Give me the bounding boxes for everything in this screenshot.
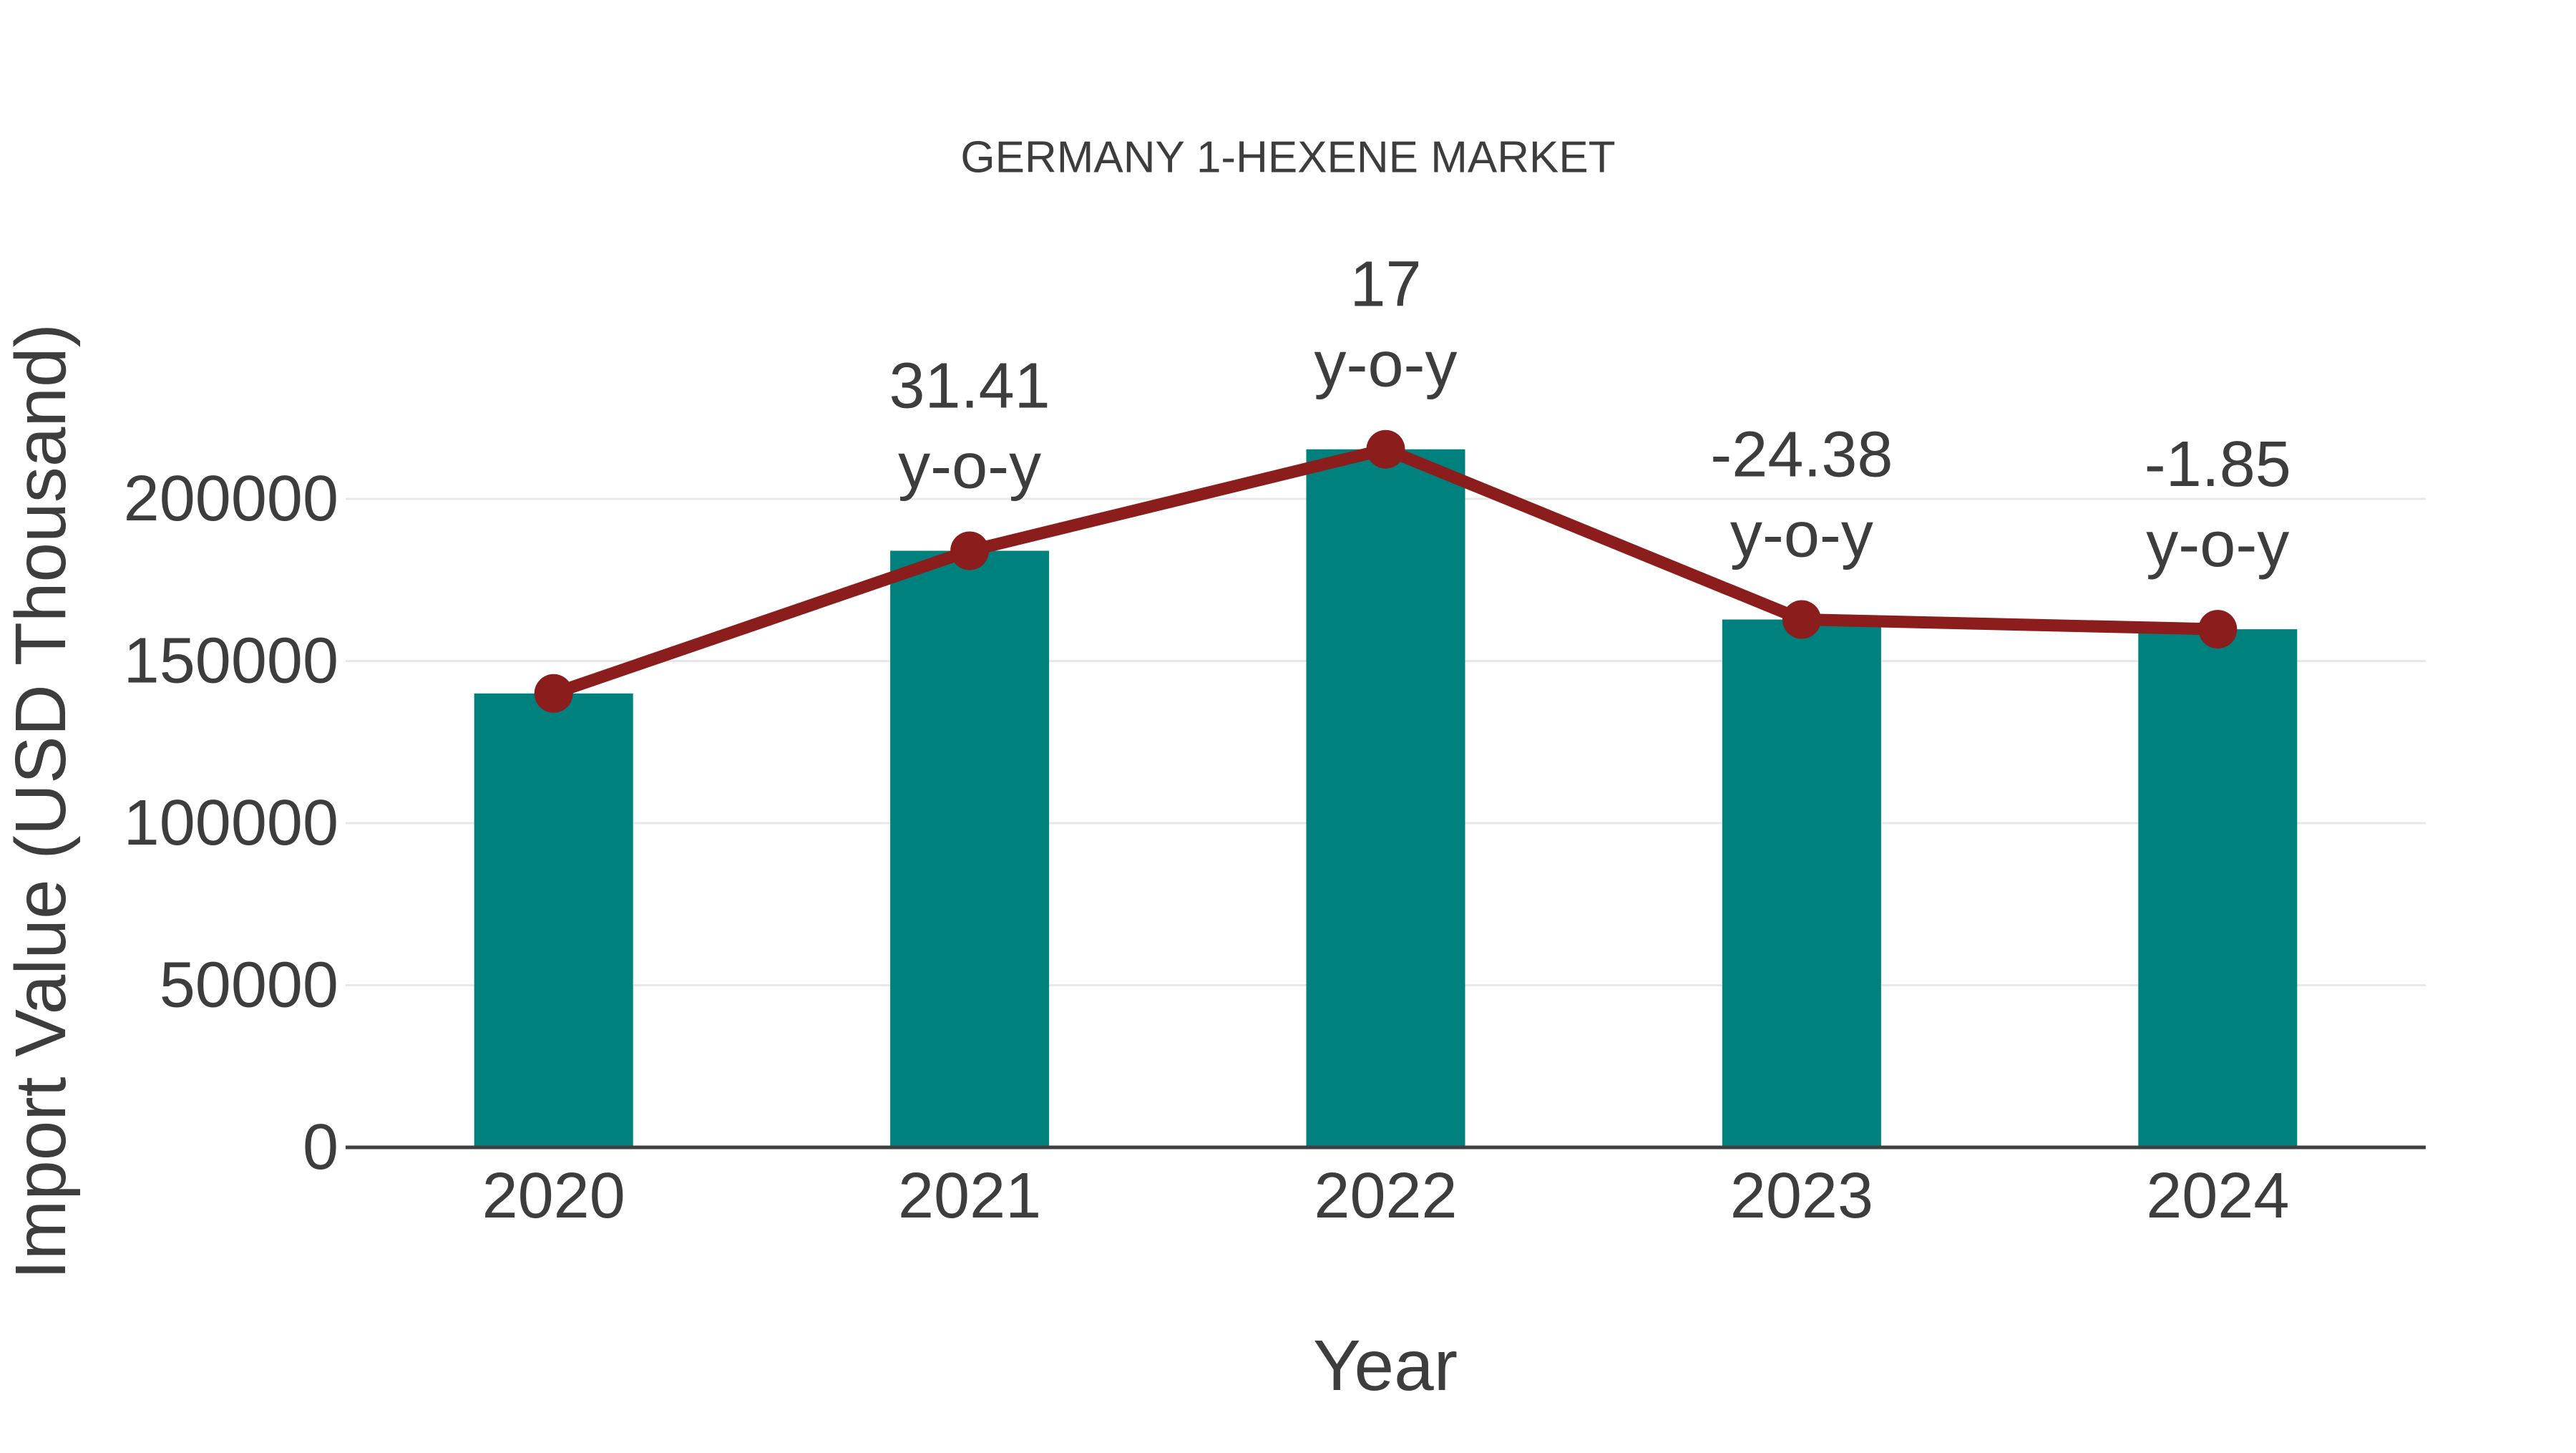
trend-point-2023: [1782, 600, 1821, 639]
trend-point-2021: [950, 531, 990, 570]
x-axis-title: Year: [1313, 1326, 1458, 1406]
annotation-value-2023: -24.38: [1710, 419, 1893, 491]
annotation-value-2024: -1.85: [2145, 429, 2291, 500]
trend-point-2020: [534, 674, 573, 713]
y-tick-label-0: 0: [303, 1112, 338, 1183]
annotation-suffix-2021: y-o-y: [898, 430, 1041, 502]
y-tick-labels-group: 0 50000 100000 150000 200000: [124, 463, 338, 1183]
x-tick-label-2020: 2020: [482, 1160, 625, 1232]
annotation-value-2022: 17: [1350, 249, 1421, 321]
annotation-suffix-2024: y-o-y: [2146, 509, 2289, 580]
bar-2021: [890, 550, 1050, 1147]
trend-line-group: [534, 429, 2238, 713]
annotation-value-2021: 31.41: [889, 350, 1050, 422]
annotations-group: 31.41 y-o-y 17 y-o-y -24.38 y-o-y -1.85 y-o-y: [889, 249, 2290, 580]
y-axis-title: Import Value (USD Thousand): [1, 324, 81, 1280]
y-tick-label-50000: 50000: [160, 950, 338, 1021]
x-tick-label-2023: 2023: [1730, 1160, 1873, 1232]
bar-2023: [1722, 619, 1881, 1147]
y-tick-label-100000: 100000: [124, 787, 338, 859]
trend-point-2022: [1366, 429, 1405, 469]
chart-title: GERMANY 1-HEXENE MARKET: [960, 133, 1615, 183]
y-tick-label-200000: 200000: [124, 463, 338, 535]
bar-2022: [1306, 449, 1465, 1147]
x-tick-label-2021: 2021: [898, 1160, 1041, 1232]
x-tick-labels-group: 2020 2021 2022 2023 2024: [482, 1160, 2290, 1232]
annotation-suffix-2023: y-o-y: [1730, 500, 1873, 571]
trend-point-2024: [2198, 610, 2238, 649]
bars-group: [474, 449, 2298, 1147]
x-tick-label-2022: 2022: [1314, 1160, 1457, 1232]
annotation-suffix-2022: y-o-y: [1314, 329, 1458, 401]
y-tick-label-150000: 150000: [124, 626, 338, 697]
bar-2024: [2138, 629, 2298, 1147]
x-tick-label-2024: 2024: [2146, 1160, 2289, 1232]
bar-2020: [474, 693, 633, 1147]
